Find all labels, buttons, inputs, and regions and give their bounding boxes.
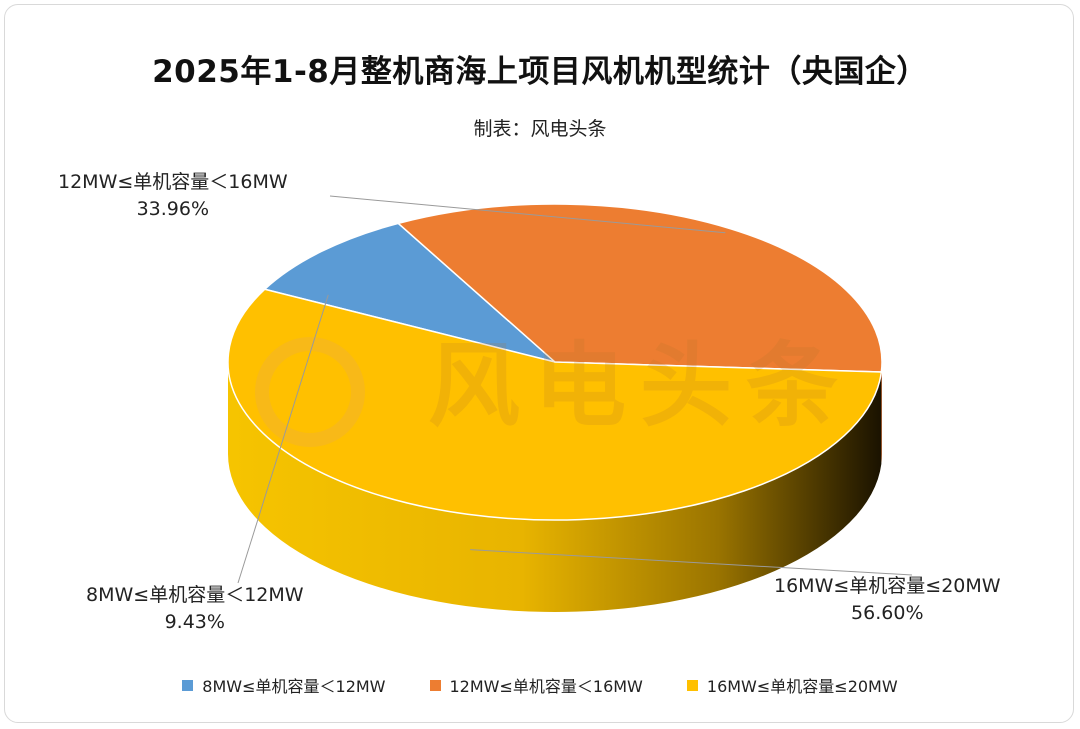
legend-swatch-yellow	[686, 679, 698, 691]
slice-16-20mw-side	[228, 362, 882, 613]
data-label-name: 8MW≤单机容量＜12MW	[86, 584, 304, 606]
legend-swatch-blue	[182, 679, 194, 691]
slice-12-16mw	[397, 203, 883, 373]
data-label-name: 16MW≤单机容量≤20MW	[774, 575, 1001, 597]
slice-16-20mw	[227, 288, 883, 521]
leader-line-slice-12-16mw	[329, 195, 726, 234]
slice-8-12mw	[263, 222, 556, 363]
data-label-value: 56.60%	[851, 602, 924, 624]
leader-line-slice-8-12mw	[237, 294, 329, 584]
data-label-name: 12MW≤单机容量＜16MW	[58, 171, 288, 193]
legend-swatch-orange	[429, 679, 441, 691]
data-label-12-16mw: 12MW≤单机容量＜16MW 33.96%	[58, 169, 288, 223]
leader-line-slice-16-20mw	[470, 549, 913, 576]
watermark: 风电头条	[255, 332, 852, 447]
legend-label: 8MW≤单机容量＜12MW	[202, 677, 386, 696]
legend: 8MW≤单机容量＜12MW 12MW≤单机容量＜16MW 16MW≤单机容量≤2…	[0, 672, 1080, 698]
legend-item-16-20mw: 16MW≤单机容量≤20MW	[686, 673, 898, 697]
legend-label: 12MW≤单机容量＜16MW	[449, 677, 643, 696]
slice-12-16mw-side	[881, 362, 882, 464]
svg-text:风电头条: 风电头条	[428, 332, 852, 439]
chart-title: 2025年1-8月整机商海上项目风机机型统计（央国企）	[152, 54, 928, 90]
data-label-value: 33.96%	[136, 198, 210, 220]
chart-subtitle: 制表：风电头条	[473, 118, 607, 140]
legend-item-8-12mw: 8MW≤单机容量＜12MW	[182, 673, 386, 697]
legend-label: 16MW≤单机容量≤20MW	[706, 677, 898, 696]
legend-item-12-16mw: 12MW≤单机容量＜16MW	[429, 673, 643, 697]
data-label-16-20mw: 16MW≤单机容量≤20MW 56.60%	[774, 573, 1001, 627]
data-label-8-12mw: 8MW≤单机容量＜12MW 9.43%	[86, 582, 304, 636]
data-label-value: 9.43%	[164, 611, 225, 633]
